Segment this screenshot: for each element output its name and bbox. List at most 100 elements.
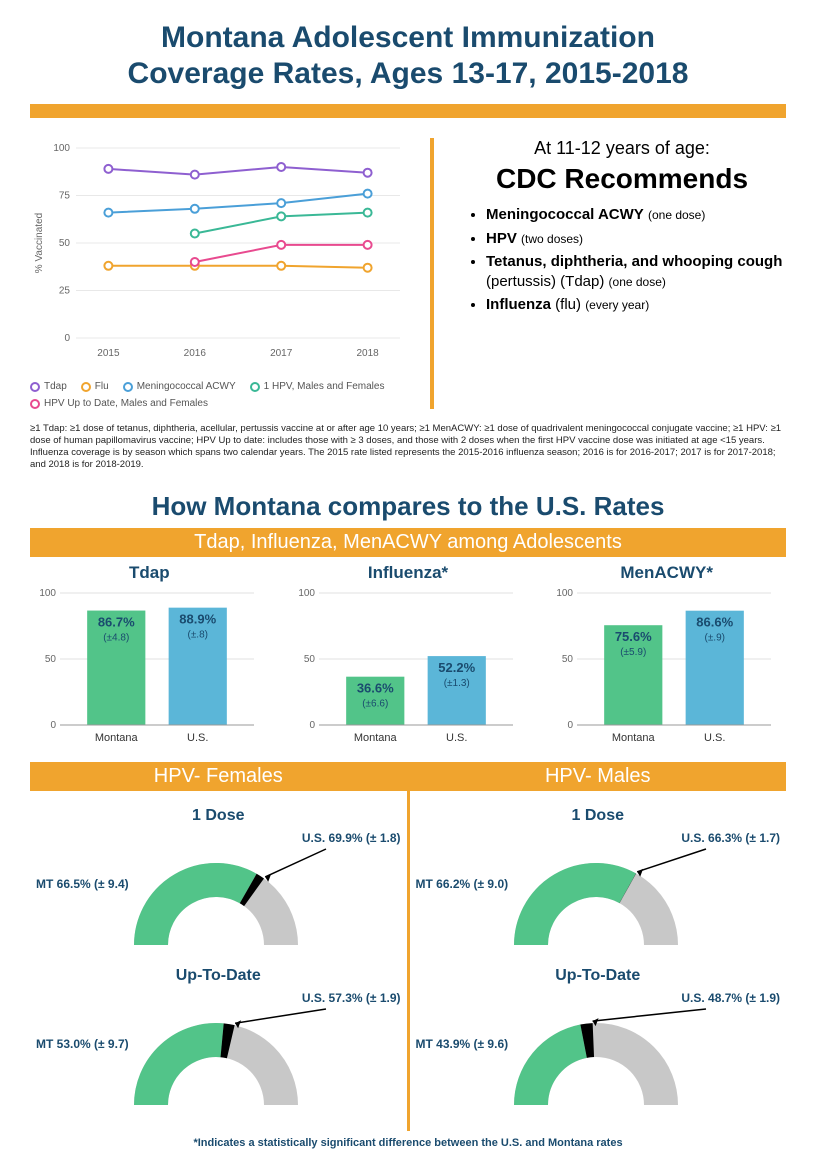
gauge-us-label: U.S. 69.9% (± 1.8)	[302, 831, 401, 845]
bar-chart-title: Influenza*	[289, 563, 528, 583]
title-line-1: Montana Adolescent Immunization	[161, 21, 655, 54]
gauge-us-label: U.S. 66.3% (± 1.7)	[681, 831, 780, 845]
gauge-mt-label: MT 66.2% (± 9.0)	[416, 877, 509, 891]
cdc-list-item: Meningococcal ACWY (one dose)	[486, 205, 786, 225]
svg-text:100: 100	[298, 588, 315, 599]
svg-text:50: 50	[562, 654, 574, 665]
cdc-list-item: HPV (two doses)	[486, 229, 786, 249]
gauge-mt-label: MT 53.0% (± 9.7)	[36, 1037, 129, 1051]
legend-marker-icon	[30, 399, 40, 409]
gauge-title: 1 Dose	[36, 807, 401, 825]
svg-text:0: 0	[64, 333, 70, 344]
svg-text:0: 0	[568, 720, 574, 731]
svg-text:36.6%: 36.6%	[356, 680, 393, 695]
gauge: MT 66.2% (± 9.0) U.S. 66.3% (± 1.7)	[416, 831, 781, 961]
divider-bar	[30, 104, 786, 118]
gauge-svg	[36, 991, 396, 1111]
legend-marker-icon	[250, 382, 260, 392]
svg-text:(±6.6): (±6.6)	[362, 698, 388, 709]
svg-text:(±.8): (±.8)	[187, 629, 208, 640]
cdc-lead-text: At 11-12 years of age:	[458, 138, 786, 159]
svg-text:86.6%: 86.6%	[697, 614, 734, 629]
bar-chart: Influenza* 0 50 100 36.6% (±6.6) 52.2% (±1.3) Mo…	[289, 563, 528, 752]
section-overview: 02550751002015201620172018% Vaccinated T…	[30, 138, 786, 409]
svg-text:% Vaccinated: % Vaccinated	[34, 213, 45, 273]
line-chart-container: 02550751002015201620172018% Vaccinated T…	[30, 138, 410, 409]
svg-text:(±4.8): (±4.8)	[103, 632, 129, 643]
bar-chart-svg: 05010075.6%(±5.9)86.6%(±.9)MontanaU.S.	[547, 587, 777, 747]
legend-label: HPV Up to Date, Males and Females	[44, 398, 208, 409]
legend-marker-icon	[123, 382, 133, 392]
definitions-footnote: ≥1 Tdap: ≥1 dose of tetanus, diphtheria,…	[30, 423, 786, 471]
gauge-title: 1 Dose	[416, 807, 781, 825]
svg-text:50: 50	[304, 654, 316, 665]
bar-chart-svg: 05010086.7%(±4.8)88.9%(±.8)MontanaU.S.	[30, 587, 260, 747]
gauge: MT 66.5% (± 9.4) U.S. 69.9% (± 1.8)	[36, 831, 401, 961]
legend-label: Flu	[95, 381, 109, 392]
gauge-us-label: U.S. 57.3% (± 1.9)	[302, 991, 401, 1005]
svg-text:50: 50	[45, 654, 57, 665]
svg-text:(±5.9): (±5.9)	[621, 647, 647, 658]
cdc-heading: CDC Recommends	[458, 163, 786, 195]
svg-text:0: 0	[309, 720, 315, 731]
bar-chart-title: MenACWY*	[547, 563, 786, 583]
legend-item: Meningococcal ACWY	[123, 381, 236, 392]
page-title: Montana Adolescent Immunization Coverage…	[30, 20, 786, 92]
legend-item: HPV Up to Date, Males and Females	[30, 398, 208, 409]
line-chart-legend: Tdap Flu Meningococcal ACWY 1 HPV, Males an…	[30, 381, 410, 409]
hpv-header-row: HPV- Females HPV- Males	[30, 762, 786, 791]
hpv-males-heading: HPV- Males	[410, 762, 787, 791]
bar-charts-row: Tdap 0 50 100 86.7% (±4.8) 88.9% (±.8) Montana U.…	[30, 563, 786, 752]
svg-text:100: 100	[39, 588, 56, 599]
svg-text:2018: 2018	[356, 348, 379, 359]
legend-label: 1 HPV, Males and Females	[264, 381, 385, 392]
bar-chart: MenACWY*05010075.6%(±5.9)86.6%(±.9)Monta…	[547, 563, 786, 752]
gauge-mt-label: MT 43.9% (± 9.6)	[416, 1037, 509, 1051]
hpv-gauges-row: 1 Dose MT 66.5% (± 9.4) U.S. 69.9% (± 1.…	[30, 791, 786, 1131]
bar-chart-svg: 0 50 100 36.6% (±6.6) 52.2% (±1.3) Montana U.S.	[289, 587, 519, 747]
svg-text:100: 100	[557, 588, 574, 599]
svg-text:(±.9): (±.9)	[705, 632, 726, 643]
legend-item: Flu	[81, 381, 109, 392]
legend-item: Tdap	[30, 381, 67, 392]
legend-label: Meningococcal ACWY	[137, 381, 236, 392]
cdc-list-item: Influenza (flu) (every year)	[486, 295, 786, 315]
svg-text:2016: 2016	[184, 348, 207, 359]
title-line-2: Coverage Rates, Ages 13-17, 2015-2018	[128, 57, 689, 90]
legend-item: 1 HPV, Males and Females	[250, 381, 385, 392]
legend-marker-icon	[81, 382, 91, 392]
svg-text:Montana: Montana	[95, 732, 139, 744]
svg-text:86.7%: 86.7%	[98, 614, 135, 629]
svg-text:U.S.: U.S.	[446, 732, 467, 744]
compare-subheading: Tdap, Influenza, MenACWY among Adolescen…	[30, 528, 786, 557]
svg-text:100: 100	[53, 143, 70, 154]
svg-text:U.S.: U.S.	[187, 732, 208, 744]
bar-chart: Tdap05010086.7%(±4.8)88.9%(±.8)MontanaU.…	[30, 563, 269, 752]
gauge-svg	[36, 831, 396, 951]
gauge-svg	[416, 831, 776, 951]
svg-text:Montana: Montana	[354, 732, 398, 744]
gauge-mt-label: MT 66.5% (± 9.4)	[36, 877, 129, 891]
svg-text:52.2%: 52.2%	[438, 660, 475, 675]
page: Montana Adolescent Immunization Coverage…	[0, 0, 816, 1169]
compare-heading: How Montana compares to the U.S. Rates	[30, 491, 786, 522]
svg-text:(±1.3): (±1.3)	[443, 678, 469, 689]
hpv-females-heading: HPV- Females	[30, 762, 407, 791]
svg-text:25: 25	[59, 286, 71, 297]
svg-text:50: 50	[59, 238, 71, 249]
svg-text:2015: 2015	[97, 348, 120, 359]
svg-text:Montana: Montana	[612, 732, 656, 744]
legend-marker-icon	[30, 382, 40, 392]
hpv-female-column: 1 Dose MT 66.5% (± 9.4) U.S. 69.9% (± 1.…	[30, 791, 407, 1131]
cdc-list-item: Tetanus, diphtheria, and whooping cough …	[486, 252, 786, 291]
line-chart: 02550751002015201620172018% Vaccinated	[30, 138, 410, 368]
bar-chart-title: Tdap	[30, 563, 269, 583]
gauge-svg	[416, 991, 776, 1111]
significance-note: *Indicates a statistically significant d…	[30, 1137, 786, 1149]
gauge-title: Up-To-Date	[36, 967, 401, 985]
svg-text:88.9%: 88.9%	[179, 611, 216, 626]
gauge-us-label: U.S. 48.7% (± 1.9)	[681, 991, 780, 1005]
svg-text:2017: 2017	[270, 348, 293, 359]
legend-label: Tdap	[44, 381, 67, 392]
cdc-list: Meningococcal ACWY (one dose) HPV (two do…	[458, 205, 786, 315]
